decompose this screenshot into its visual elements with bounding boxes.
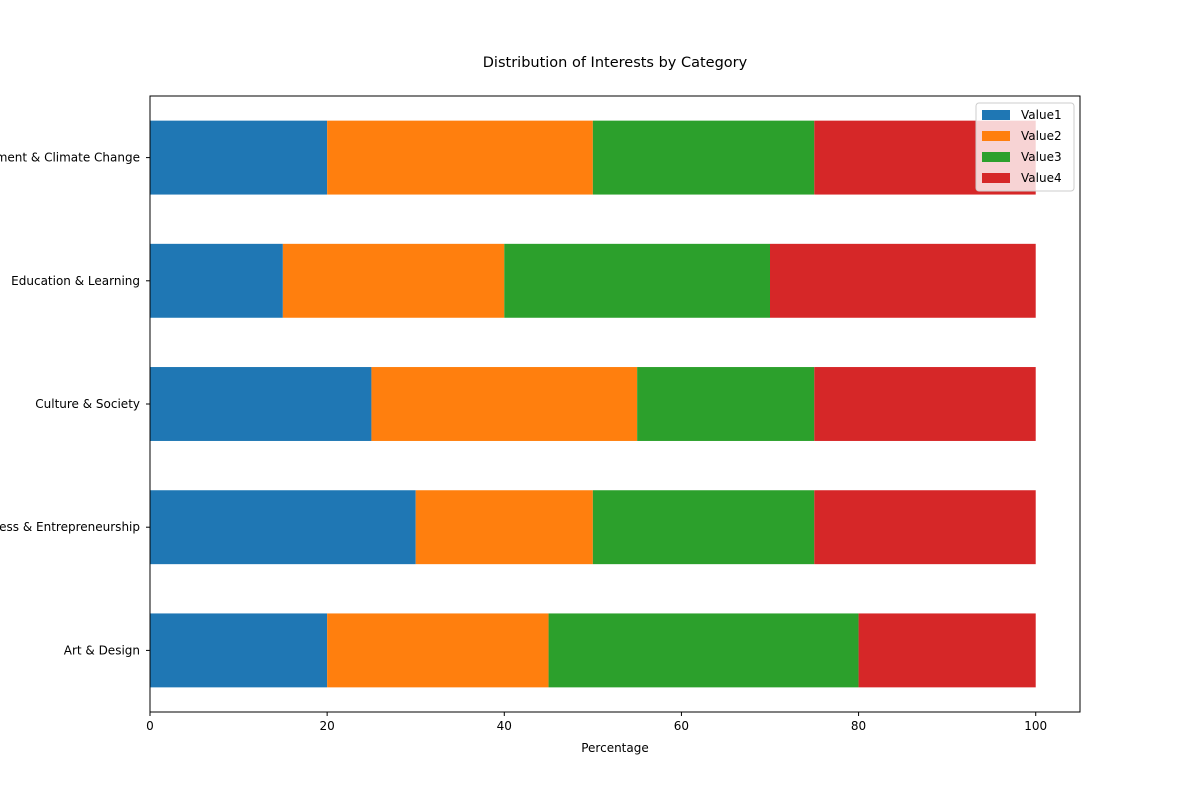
bar-education-and-learning-value2 bbox=[282, 243, 505, 318]
x-tick-label: 40 bbox=[497, 719, 512, 733]
bar-environment-and-climate-change-value2 bbox=[327, 120, 593, 195]
chart-title: Distribution of Interests by Category bbox=[483, 55, 748, 71]
legend-swatch-value1 bbox=[982, 110, 1010, 120]
bar-culture-and-society-value2 bbox=[371, 367, 638, 441]
plot-area: 0 20 40 60 80 100 Art & Design Business & Entr… bbox=[0, 95, 1081, 733]
bar-culture-and-society-value3 bbox=[637, 367, 815, 441]
bar-business-and-entrepreneurship-value3 bbox=[592, 490, 815, 565]
x-tick-label: 100 bbox=[1024, 719, 1047, 733]
x-tick-label: 20 bbox=[320, 719, 335, 733]
bar-education-and-learning-value1 bbox=[150, 243, 283, 318]
legend-swatch-value2 bbox=[982, 131, 1010, 141]
x-axis: 0 20 40 60 80 100 bbox=[146, 712, 1047, 733]
y-tick-label: Business & Entrepreneurship bbox=[0, 520, 140, 534]
legend: Value1 Value2 Value3 Value4 bbox=[975, 102, 1075, 192]
y-tick-label: Education & Learning bbox=[11, 274, 140, 288]
x-tick-label: 60 bbox=[674, 719, 689, 733]
y-tick-label: Art & Design bbox=[64, 643, 140, 657]
bar-education-and-learning-value3 bbox=[504, 243, 770, 318]
legend-box bbox=[975, 102, 1075, 192]
legend-label-value4: Value4 bbox=[1021, 171, 1062, 185]
bars bbox=[150, 120, 1036, 688]
legend-label-value2: Value2 bbox=[1021, 129, 1062, 143]
legend-swatch-value4 bbox=[982, 173, 1010, 183]
bar-business-and-entrepreneurship-value4 bbox=[814, 490, 1036, 565]
legend-swatch-value3 bbox=[982, 152, 1010, 162]
bar-culture-and-society-value4 bbox=[814, 367, 1036, 441]
bar-culture-and-society-value1 bbox=[150, 367, 372, 441]
bar-environment-and-climate-change-value3 bbox=[592, 120, 815, 195]
legend-label-value1: Value1 bbox=[1021, 108, 1062, 122]
y-tick-label: Culture & Society bbox=[35, 397, 140, 411]
bar-business-and-entrepreneurship-value2 bbox=[415, 490, 593, 565]
y-axis: Art & Design Business & Entrepreneurship C… bbox=[0, 151, 150, 657]
x-axis-label: Percentage bbox=[581, 741, 649, 755]
bar-art-and-design-value4 bbox=[858, 613, 1036, 688]
bar-art-and-design-value1 bbox=[150, 613, 328, 688]
bar-art-and-design-value3 bbox=[548, 613, 859, 688]
y-tick-label: Environment & Climate Change bbox=[0, 151, 140, 165]
bar-education-and-learning-value4 bbox=[770, 243, 1036, 318]
bar-environment-and-climate-change-value1 bbox=[150, 120, 328, 195]
bar-business-and-entrepreneurship-value1 bbox=[150, 490, 416, 565]
bar-art-and-design-value2 bbox=[327, 613, 549, 688]
x-tick-label: 0 bbox=[146, 719, 154, 733]
x-tick-label: 80 bbox=[851, 719, 866, 733]
legend-label-value3: Value3 bbox=[1021, 150, 1062, 164]
